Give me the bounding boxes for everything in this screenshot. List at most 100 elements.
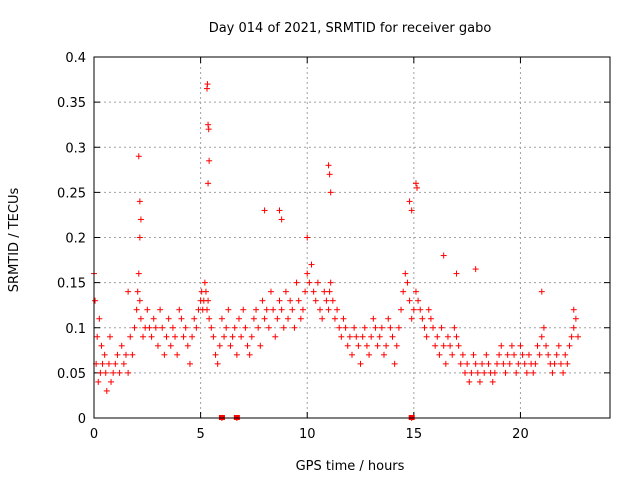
data-point — [479, 360, 486, 367]
data-point — [314, 279, 321, 286]
data-point — [231, 324, 238, 331]
data-point — [427, 315, 434, 322]
data-point — [472, 360, 479, 367]
data-point — [136, 297, 143, 304]
data-point — [493, 360, 500, 367]
data-point — [325, 162, 332, 169]
data-point — [274, 315, 281, 322]
data-point — [161, 351, 168, 358]
data-point — [566, 342, 573, 349]
data-point — [349, 351, 355, 358]
data-point — [530, 369, 537, 376]
data-point — [136, 198, 143, 205]
data-point — [417, 306, 424, 313]
data-point — [317, 306, 324, 313]
data-point — [202, 288, 209, 295]
data-point — [506, 360, 513, 367]
data-point — [472, 266, 479, 273]
data-point — [150, 315, 157, 322]
data-point — [406, 198, 413, 205]
data-point — [293, 279, 300, 286]
data-point — [334, 306, 341, 313]
data-point — [295, 297, 302, 304]
data-point — [204, 81, 211, 88]
data-point — [555, 342, 562, 349]
data-point — [326, 171, 333, 178]
data-point — [353, 333, 360, 340]
data-point — [344, 342, 351, 349]
data-point — [442, 360, 449, 367]
data-point — [415, 297, 422, 304]
data-point — [378, 324, 385, 331]
data-point — [257, 342, 264, 349]
data-point — [393, 342, 400, 349]
data-point — [357, 360, 364, 367]
data-point — [291, 324, 298, 331]
data-point — [135, 270, 142, 277]
data-point — [144, 306, 151, 313]
data-point — [404, 279, 411, 286]
data-point — [419, 315, 426, 322]
data-point — [536, 351, 543, 358]
data-point — [272, 333, 279, 340]
data-point — [233, 351, 240, 358]
data-point — [253, 306, 260, 313]
data-point — [216, 342, 223, 349]
y-tick-label: 0.1 — [65, 322, 86, 337]
data-point — [470, 351, 477, 358]
data-point — [534, 342, 541, 349]
data-point — [174, 351, 181, 358]
data-point — [163, 333, 170, 340]
x-axis-ticks: 0 5 10 15 20 — [90, 57, 529, 442]
data-point — [189, 333, 196, 340]
data-point — [361, 324, 368, 331]
y-axis-ticks: 0 0.05 0.1 0.15 0.2 0.25 0.3 0.35 0.4 — [57, 51, 610, 427]
x-tick-label: 20 — [512, 427, 529, 442]
data-point — [108, 378, 115, 385]
data-point — [508, 342, 515, 349]
data-point — [496, 351, 503, 358]
y-tick-label: 0.35 — [57, 96, 86, 111]
data-point — [568, 333, 575, 340]
data-point — [342, 324, 349, 331]
data-point — [159, 324, 166, 331]
data-point — [169, 324, 176, 331]
data-point — [102, 369, 109, 376]
data-point — [532, 360, 539, 367]
data-point — [221, 333, 228, 340]
y-tick-label: 0 — [78, 412, 86, 427]
data-point — [523, 369, 530, 376]
data-point — [423, 333, 430, 340]
data-point — [340, 315, 347, 322]
data-point — [244, 342, 251, 349]
data-point — [261, 315, 268, 322]
y-tick-label: 0.15 — [57, 277, 86, 292]
data-point — [285, 315, 292, 322]
data-point — [557, 360, 564, 367]
data-point — [436, 351, 443, 358]
data-point — [297, 315, 304, 322]
data-point — [98, 342, 105, 349]
data-point — [99, 360, 106, 367]
chart-title: Day 014 of 2021, SRMTID for receiver gab… — [209, 21, 492, 36]
data-point — [137, 315, 144, 322]
data-point — [106, 333, 113, 340]
data-point — [434, 333, 441, 340]
data-point — [206, 315, 213, 322]
data-point — [304, 234, 311, 241]
data-point — [287, 297, 294, 304]
data-point — [549, 369, 556, 376]
data-point — [261, 207, 268, 214]
data-point — [440, 342, 447, 349]
data-point — [210, 333, 217, 340]
data-point — [483, 351, 490, 358]
data-point — [306, 279, 313, 286]
data-point — [391, 360, 398, 367]
data-point — [182, 324, 189, 331]
data-point — [94, 333, 101, 340]
data-point — [105, 360, 112, 367]
data-point — [355, 342, 362, 349]
data-point — [525, 351, 532, 358]
data-point — [242, 324, 249, 331]
data-point — [193, 324, 200, 331]
